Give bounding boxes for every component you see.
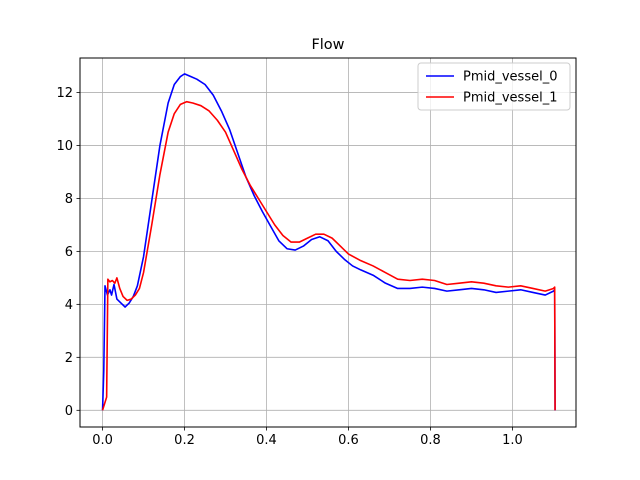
chart-title: Flow [311,37,344,53]
plot-frame [79,57,577,428]
legend: Pmid_vessel_0 Pmid_vessel_1 [417,62,571,111]
y-axis: 0 2 4 6 8 10 12 [56,86,80,419]
x-tick-label: 1.0 [502,433,523,448]
y-tick-label: 8 [65,192,73,207]
x-tick-label: 0.4 [256,433,277,448]
x-tick-label: 0.0 [92,433,113,448]
legend-label: Pmid_vessel_1 [463,91,558,106]
y-tick-label: 6 [65,245,73,260]
legend-label: Pmid_vessel_0 [463,70,558,85]
grid [80,58,576,427]
y-tick-label: 12 [56,86,73,101]
x-tick-label: 0.6 [338,433,359,448]
y-tick-label: 2 [65,351,73,366]
x-tick-label: 0.2 [174,433,195,448]
x-tick-label: 0.8 [420,433,441,448]
series-line-1 [101,100,556,411]
legend-box [417,62,571,111]
y-tick-label: 10 [56,139,73,154]
y-tick-label: 4 [65,298,73,313]
y-tick-label: 0 [65,404,73,419]
x-axis: 0.0 0.2 0.4 0.6 0.8 1.0 [92,427,523,448]
series-line-0 [101,73,556,411]
series-lines [101,73,556,411]
